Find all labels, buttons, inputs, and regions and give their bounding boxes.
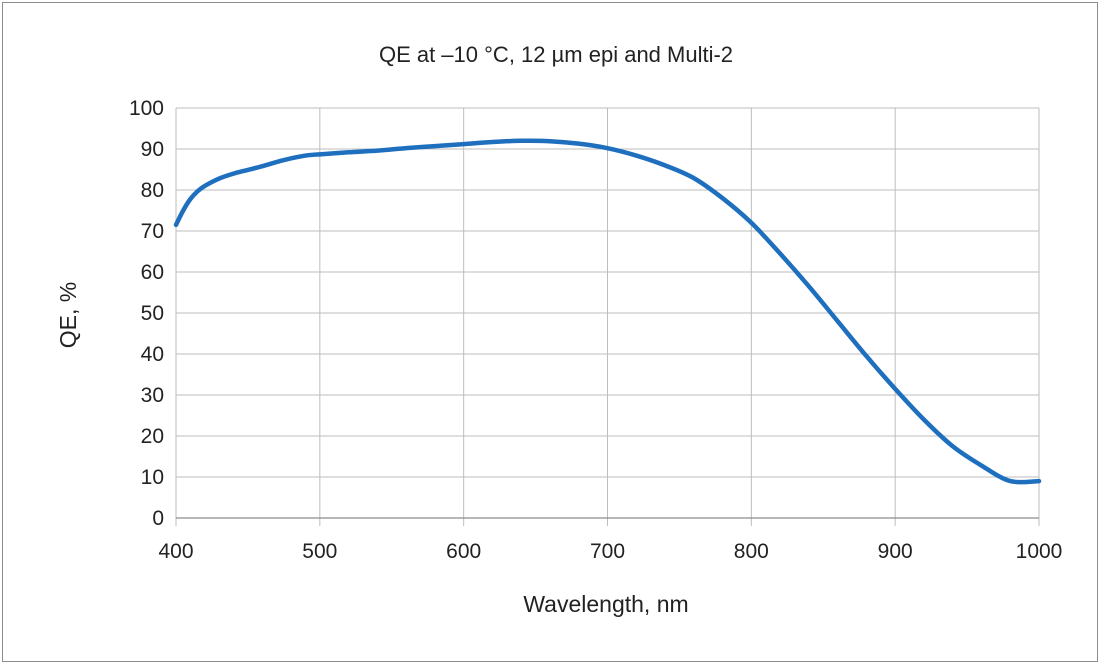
- y-tick-label: 40: [141, 343, 164, 366]
- y-tick-label: 20: [141, 425, 164, 448]
- chart-title: QE at –10 °C, 12 µm epi and Multi-2: [379, 42, 733, 67]
- y-tick-label: 0: [152, 507, 164, 530]
- x-tick-label: 1000: [1016, 540, 1063, 563]
- x-axis-label: Wavelength, nm: [523, 591, 688, 617]
- y-tick-label: 90: [141, 138, 164, 161]
- tick-labels: 0 10 20 30 40 50 60 70 80 90 100 400 500 600 700 800 900…: [129, 97, 1062, 563]
- y-tick-label: 10: [141, 466, 164, 489]
- y-tick-label: 60: [141, 261, 164, 284]
- plot-area: [173, 138, 1042, 485]
- y-tick-label: 100: [129, 97, 164, 120]
- grid: [175, 107, 1040, 526]
- y-axis-label: QE, %: [55, 282, 81, 348]
- qe-series-line: [173, 138, 1042, 485]
- x-tick-label: 600: [446, 540, 481, 563]
- y-tick-label: 80: [141, 179, 164, 202]
- x-tick-label: 400: [158, 540, 193, 563]
- y-tick-label: 50: [141, 302, 164, 325]
- y-tick-label: 70: [141, 220, 164, 243]
- x-tick-label: 700: [590, 540, 625, 563]
- x-tick-label: 900: [878, 540, 913, 563]
- x-tick-label: 500: [302, 540, 337, 563]
- y-tick-label: 30: [141, 384, 164, 407]
- x-tick-label: 800: [734, 540, 769, 563]
